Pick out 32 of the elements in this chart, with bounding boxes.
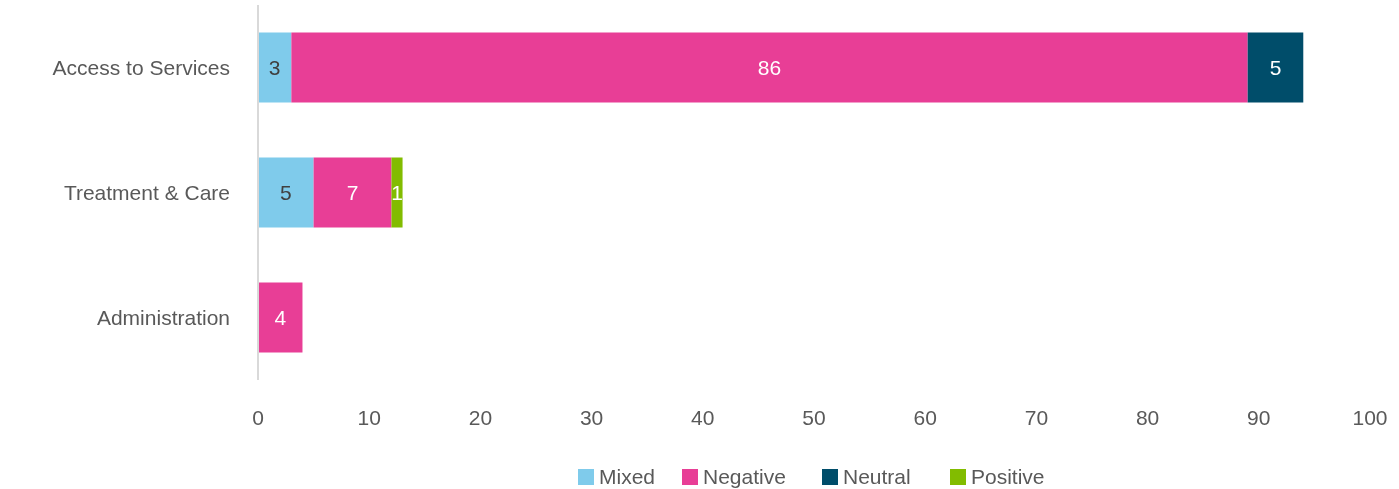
bar <box>1247 32 1304 103</box>
data-label: 5 <box>279 180 292 204</box>
data-label: 7 <box>346 180 359 204</box>
data-label: 4 <box>274 305 287 329</box>
x-tick-label: 0 <box>252 406 264 430</box>
bar <box>391 157 403 228</box>
x-tick-label: 40 <box>691 406 715 430</box>
x-tick-label: 100 <box>1352 406 1388 430</box>
y-tick-label: Administration <box>96 305 230 329</box>
bar <box>258 157 314 228</box>
x-tick-label: 60 <box>913 406 937 430</box>
x-tick-label: 30 <box>579 406 604 430</box>
bar <box>291 32 1248 103</box>
data-label: 86 <box>757 55 782 79</box>
x-tick-label: 90 <box>1247 406 1271 430</box>
bar <box>313 157 392 228</box>
data-label: 5 <box>1269 55 1282 79</box>
x-tick-label: 50 <box>802 406 826 430</box>
x-tick-label: 10 <box>357 406 381 430</box>
x-tick-label: 70 <box>1024 406 1049 430</box>
x-tick-label: 20 <box>468 406 493 430</box>
legend-label: Positive <box>971 465 1045 489</box>
legend-label: Neutral <box>843 465 911 489</box>
x-tick-label: 80 <box>1135 406 1160 430</box>
data-label: 1 <box>391 180 403 204</box>
bar <box>258 32 292 103</box>
y-tick-label: Treatment & Care <box>63 180 230 204</box>
legend-label: Mixed <box>599 465 656 489</box>
legend-label: Negative <box>703 465 786 489</box>
y-tick-label: Access to Services <box>52 55 230 79</box>
data-label: 3 <box>268 55 281 79</box>
bar <box>258 282 303 353</box>
